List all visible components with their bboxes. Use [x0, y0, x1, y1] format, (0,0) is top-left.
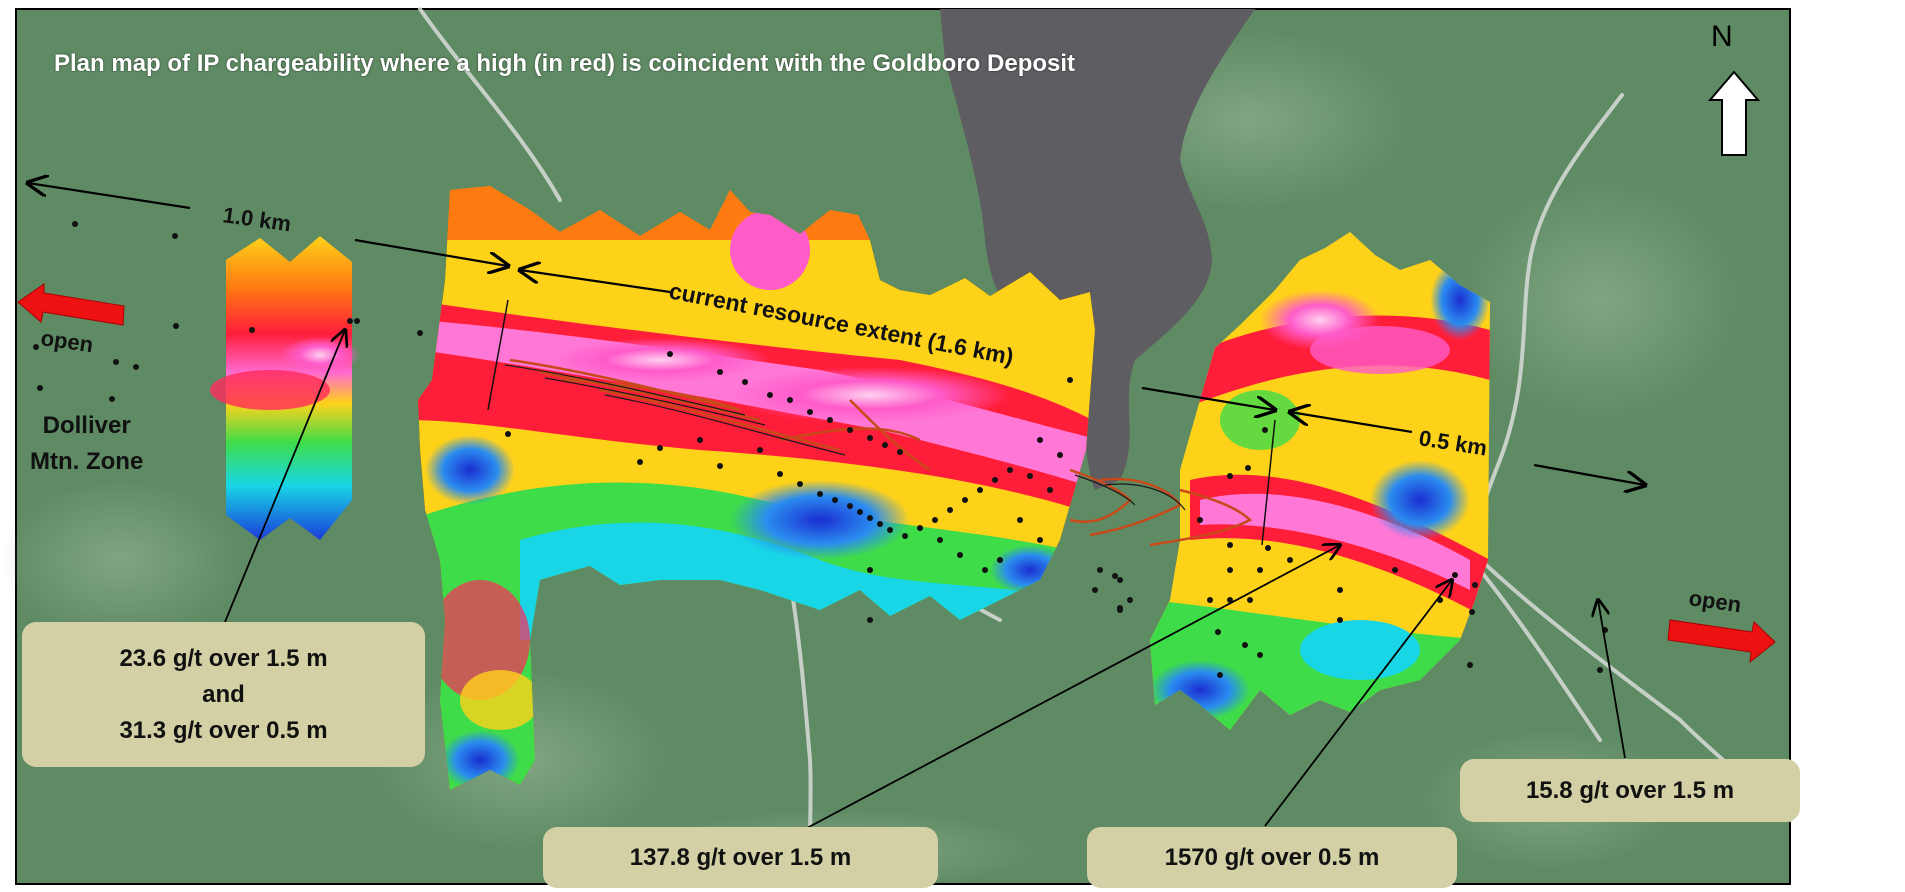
deposit-outlines-black [504, 364, 1186, 511]
callout-right-text: 15.8 g/t over 1.5 m [1525, 776, 1735, 804]
north-arrow-icon [1707, 70, 1761, 156]
lake [940, 9, 1255, 490]
callout-center: 137.8 g/t over 1.5 m [543, 827, 938, 888]
callout-left-line-2: and [202, 680, 245, 708]
callout-right: 15.8 g/t over 1.5 m [1460, 759, 1800, 822]
resource-extent-ticks [487, 299, 1276, 546]
callout-center-right-text: 1570 g/t over 0.5 m [1164, 843, 1380, 871]
callout-center-text: 137.8 g/t over 1.5 m [629, 843, 852, 871]
north-label: N [1711, 20, 1733, 53]
callout-leaders [224, 330, 1626, 829]
drill-holes [33, 221, 1608, 678]
zone-line-2: Mtn. Zone [30, 448, 144, 475]
dolliver-zone-label: Dolliver Mtn. Zone [30, 408, 143, 480]
callout-left-line-1: 23.6 g/t over 1.5 m [119, 644, 328, 672]
open-arrow-left [17, 283, 125, 326]
zone-line-1: Dolliver [42, 412, 131, 439]
deposit-outlines [509, 358, 1253, 547]
callout-left-line-3: 31.3 g/t over 0.5 m [119, 716, 328, 744]
chargeability-grid-west [210, 236, 360, 540]
measurement-arrows [28, 183, 1645, 485]
callout-left: 23.6 g/t over 1.5 m and 31.3 g/t over 0.… [22, 622, 425, 767]
open-arrow-right [1667, 619, 1776, 664]
callout-center-right: 1570 g/t over 0.5 m [1087, 827, 1457, 888]
map-title: Plan map of IP chargeability where a hig… [54, 50, 1076, 77]
